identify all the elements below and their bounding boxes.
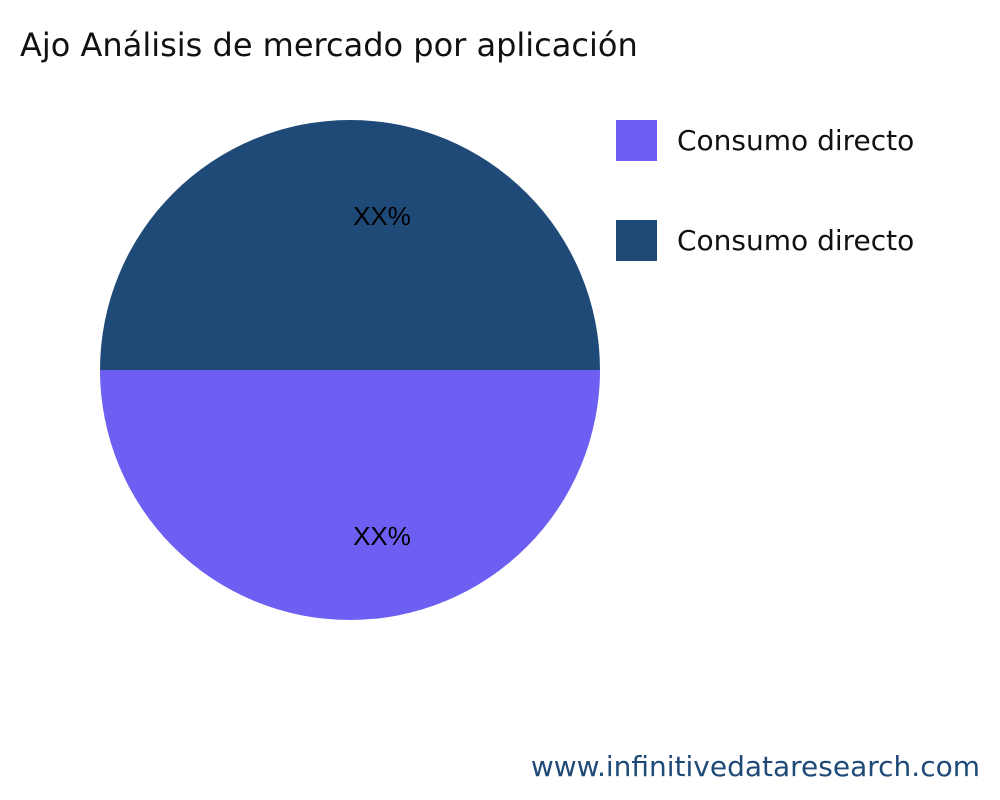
legend-label: Consumo directo bbox=[677, 124, 915, 157]
pie-slice[interactable] bbox=[100, 370, 600, 620]
pie-slice[interactable] bbox=[100, 120, 600, 370]
slice-label: XX% bbox=[353, 201, 411, 231]
legend-swatch-0 bbox=[616, 120, 657, 161]
slice-label: XX% bbox=[353, 521, 411, 551]
legend-swatch-1 bbox=[616, 220, 657, 261]
chart-title: Ajo Análisis de mercado por aplicación bbox=[20, 26, 638, 64]
legend-item[interactable]: Consumo directo bbox=[616, 220, 914, 261]
footer-url[interactable]: www.infinitivedataresearch.com bbox=[530, 750, 980, 783]
legend-item[interactable]: Consumo directo bbox=[616, 120, 914, 161]
legend-label: Consumo directo bbox=[677, 224, 915, 257]
